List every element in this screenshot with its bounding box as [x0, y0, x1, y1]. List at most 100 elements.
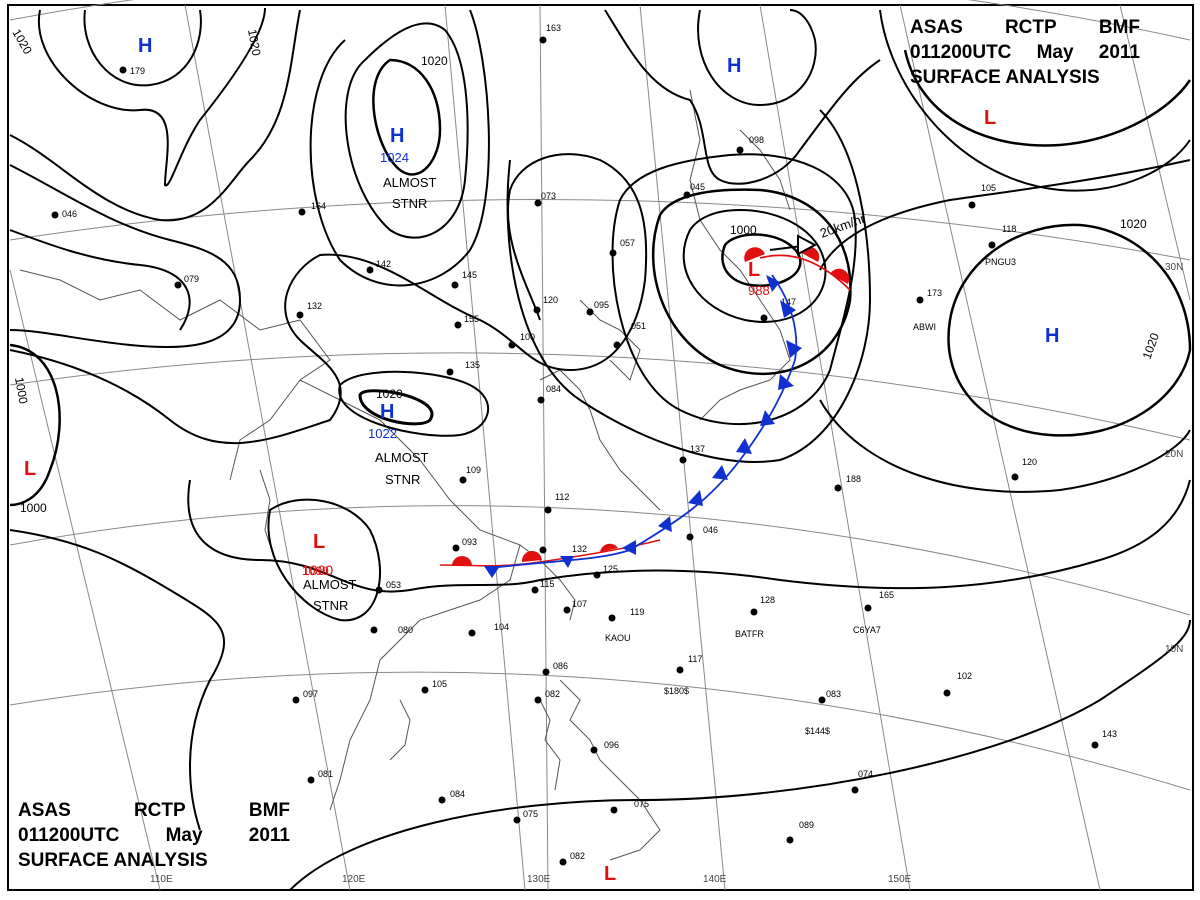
coastlines — [19, 89, 791, 861]
isobar-labels: 1020 1020 1020 1020 1020 1020 1000 1000 … — [9, 27, 1162, 579]
longitude-label: 120E — [342, 874, 366, 885]
isobar-label: 1000 — [302, 564, 329, 578]
station-value: 089 — [799, 820, 814, 830]
title-text: ASAS — [18, 800, 71, 821]
station-value: 079 — [184, 274, 199, 284]
title-text: SURFACE ANALYSIS — [910, 67, 1100, 88]
station-value: 120 — [1022, 457, 1037, 467]
station-value: 045 — [690, 182, 705, 192]
latitude-label: 30N — [1165, 262, 1183, 273]
station-value: 102 — [957, 671, 972, 681]
station-value: 147 — [781, 297, 796, 307]
high-pressure-symbol: H — [138, 35, 152, 57]
title-text: BMF — [248, 800, 290, 821]
station-value: 125 — [603, 564, 618, 574]
station-value: 080 — [398, 625, 413, 635]
title-text: RCTP — [133, 800, 186, 821]
low-pressure-symbol: L — [984, 107, 996, 129]
station-value: 132 — [572, 544, 587, 554]
fronts — [439, 246, 851, 578]
station-value: 145 — [462, 270, 477, 280]
station-label: ABWI — [913, 322, 936, 332]
station-value: 083 — [826, 689, 841, 699]
station-value: 105 — [981, 183, 996, 193]
station-value: 098 — [749, 135, 764, 145]
station-labels: KAOU BATFR C6YA7 $180$ $144$ ABWI PNGU3 — [605, 257, 1016, 736]
title-text: May — [165, 825, 203, 846]
isobar-label: 1000 — [12, 376, 30, 405]
station-markers — [51, 36, 1099, 866]
annotation: ALMOST — [383, 175, 437, 190]
pressure-value: 1024 — [380, 150, 409, 165]
station-label: KAOU — [605, 633, 631, 643]
station-value: 173 — [927, 288, 942, 298]
station-value: 105 — [432, 679, 447, 689]
station-value: 082 — [545, 689, 560, 699]
map-frame — [7, 4, 1194, 891]
pressure-centers: H H 1024 H L H L H 1022 L 1000 L 988 L — [24, 35, 1059, 885]
station-value: 107 — [572, 599, 587, 609]
latitude-label: 10N — [1165, 644, 1183, 655]
station-value: 179 — [130, 66, 145, 76]
longitude-label: 110E — [150, 874, 173, 885]
station-value: 057 — [620, 238, 635, 248]
high-pressure-symbol: H — [727, 55, 741, 77]
title-block-bottom-left: ASAS RCTP BMF 011200UTC May 2011 SURFACE ANA… — [18, 798, 290, 873]
station-label: BATFR — [735, 629, 764, 639]
isobar-label: 1000 — [730, 223, 757, 237]
latitude-lines — [9, 0, 1191, 791]
station-label: $144$ — [805, 726, 830, 736]
station-value: 084 — [546, 384, 561, 394]
isobar-label: 1020 — [1120, 217, 1147, 231]
title-block-top-right: ASAS RCTP BMF 011200UTC May 2011 SURFACE ANA… — [910, 15, 1140, 90]
isobars — [9, 7, 1192, 891]
longitude-label: 140E — [703, 874, 727, 885]
station-value: 100 — [520, 332, 535, 342]
station-value: 074 — [858, 769, 873, 779]
isobar-label: 1000 — [20, 501, 47, 515]
low-pressure-symbol: L — [313, 531, 325, 553]
station-value: 128 — [760, 595, 775, 605]
high-pressure-symbol: H — [390, 125, 404, 147]
station-value: 137 — [690, 444, 705, 454]
cold-front — [489, 274, 798, 569]
pressure-value: 1000 — [302, 562, 333, 578]
station-value: 118 — [1002, 224, 1016, 234]
station-label: C6YA7 — [853, 625, 881, 635]
annotation: STNR — [313, 598, 348, 613]
station-value: 135 — [465, 360, 480, 370]
station-values: 093 132 125 115 107 119 104 080 053 097 105 081 084 0… — [62, 23, 1117, 861]
station-value: 117 — [688, 654, 702, 664]
station-value: 112 — [555, 492, 569, 502]
isobar-label: 1020 — [376, 387, 403, 401]
high-pressure-symbol: H — [380, 401, 394, 423]
station-value: 109 — [466, 465, 481, 475]
station-value: 163 — [546, 23, 561, 33]
title-text: 011200UTC — [18, 825, 120, 846]
title-text: 2011 — [248, 825, 290, 846]
station-value: 086 — [553, 661, 568, 671]
station-value: 165 — [879, 590, 894, 600]
low-pressure-symbol: L — [748, 259, 760, 281]
longitude-label: 150E — [888, 874, 912, 885]
title-text: 011200UTC — [910, 42, 1012, 63]
title-text: ASAS — [910, 17, 963, 38]
station-value: 155 — [464, 314, 479, 324]
station-value: 073 — [541, 191, 556, 201]
station-value: 097 — [303, 689, 318, 699]
annotation: STNR — [392, 196, 427, 211]
high-pressure-symbol: H — [1045, 325, 1059, 347]
annotations: ALMOST STNR ALMOST STNR ALMOST STNR 20km… — [303, 175, 868, 613]
low-pressure-symbol: L — [604, 863, 616, 885]
title-text: BMF — [1098, 17, 1140, 38]
station-value: 051 — [631, 321, 646, 331]
station-value: 075 — [523, 809, 538, 819]
annotation: ALMOST — [375, 450, 429, 465]
station-value: 132 — [307, 301, 322, 311]
station-value: 115 — [540, 579, 554, 589]
annotation: ALMOST — [303, 577, 357, 592]
station-value: 120 — [543, 295, 558, 305]
longitude-lines — [9, 4, 1191, 891]
station-value: 053 — [386, 580, 401, 590]
